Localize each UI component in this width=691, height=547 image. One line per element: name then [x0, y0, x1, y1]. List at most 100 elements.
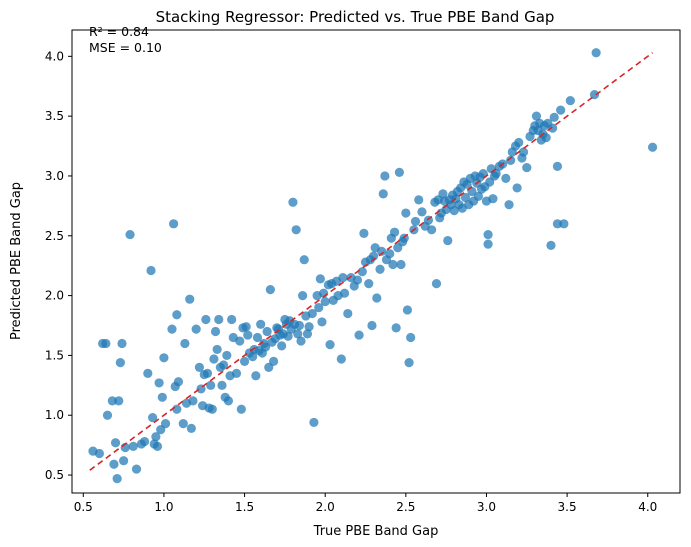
scatter-point-82 [262, 326, 272, 337]
scatter-point-239 [647, 142, 658, 152]
scatter-point-217 [522, 162, 532, 173]
scatter-point-132 [359, 228, 369, 238]
scatter-point-53 [210, 326, 221, 337]
x-tick-label: 3.5 [558, 500, 577, 514]
scatter-point-233 [552, 161, 563, 171]
scatter-point-55 [214, 314, 224, 325]
mse-annotation: MSE = 0.10 [89, 40, 162, 55]
scatter-point-54 [212, 344, 222, 355]
scatter-point-7 [110, 438, 121, 448]
scatter-point-162 [417, 207, 427, 217]
scatter-point-114 [317, 317, 327, 327]
scatter-point-73 [248, 352, 258, 362]
scatter-point-9 [114, 396, 124, 406]
scatter-point-234 [556, 105, 566, 115]
scatter-point-230 [547, 123, 558, 133]
scatter-point-31 [169, 219, 179, 229]
scatter-point-47 [201, 314, 211, 325]
scatter-point-174 [443, 235, 453, 246]
scatter-point-12 [119, 456, 129, 466]
scatter-point-8 [112, 474, 122, 484]
scatter-point-203 [488, 194, 498, 204]
scatter-point-156 [402, 305, 413, 315]
y-tick-label: 2.0 [45, 289, 64, 303]
scatter-point-86 [268, 356, 279, 366]
scatter-point-30 [167, 324, 177, 334]
y-tick-label: 1.5 [45, 348, 64, 362]
scatter-point-221 [531, 111, 542, 121]
scatter-point-70 [241, 322, 251, 332]
scatter-point-139 [372, 293, 382, 303]
scatter-point-52 [209, 354, 219, 364]
scatter-point-84 [265, 285, 275, 295]
scatter-point-123 [336, 354, 346, 364]
scatter-point-158 [406, 332, 416, 343]
scatter-point-216 [518, 147, 529, 157]
scatter-point-105 [299, 255, 309, 265]
scatter-point-109 [307, 308, 317, 319]
scatter-point-113 [315, 274, 325, 284]
x-tick-label: 1.0 [154, 500, 173, 514]
plot-frame [71, 29, 681, 494]
scatter-point-42 [191, 324, 201, 334]
scatter-point-23 [151, 432, 161, 442]
scatter-point-50 [206, 380, 216, 390]
scatter-point-57 [217, 380, 227, 390]
scatter-point-28 [159, 353, 169, 363]
y-tick-label: 4.0 [45, 49, 64, 63]
scatter-point-124 [338, 273, 348, 283]
scatter-point-210 [506, 155, 516, 166]
scatter-point-10 [115, 357, 125, 368]
scatter-point-48 [202, 368, 213, 378]
scatter-point-61 [223, 396, 234, 406]
scatter-point-40 [186, 423, 196, 433]
scatter-point-231 [549, 112, 559, 122]
scatter-point-165 [427, 225, 437, 235]
chart-title: Stacking Regressor: Predicted vs. True P… [156, 8, 555, 26]
scatter-point-149 [391, 323, 401, 333]
scatter-point-208 [501, 173, 511, 183]
scatter-point-232 [552, 219, 563, 229]
scatter-point-142 [378, 189, 388, 199]
scatter-point-129 [352, 275, 363, 285]
scatter-point-102 [294, 320, 304, 331]
scatter-point-145 [385, 249, 395, 259]
scatter-point-100 [291, 225, 301, 235]
scatter-point-137 [368, 251, 379, 261]
scatter-point-21 [148, 413, 158, 423]
scatter-point-66 [235, 336, 245, 346]
scatter-point-167 [431, 279, 442, 289]
scatter-point-213 [512, 183, 522, 193]
scatter-point-91 [277, 341, 287, 351]
scatter-point-95 [283, 331, 293, 341]
scatter-point-20 [146, 265, 156, 276]
scatter-point-3 [101, 338, 111, 349]
scatter-point-237 [589, 90, 600, 100]
scatter-point-25 [154, 378, 164, 388]
x-tick-label: 3.0 [477, 500, 496, 514]
scatter-point-235 [559, 219, 569, 229]
scatter-point-14 [125, 229, 135, 240]
scatter-point-238 [591, 48, 601, 58]
scatter-point-147 [388, 259, 398, 270]
scatter-point-134 [364, 279, 374, 289]
x-tick-label: 2.0 [316, 500, 335, 514]
scatter-point-199 [483, 239, 493, 249]
scatter-point-171 [438, 189, 448, 199]
scatter-point-141 [377, 246, 387, 256]
scatter-point-11 [117, 338, 127, 349]
x-tick-label: 1.5 [235, 500, 254, 514]
scatter-point-63 [227, 314, 237, 325]
scatter-point-35 [173, 377, 184, 387]
scatter-point-6 [109, 459, 119, 469]
scatter-point-108 [304, 322, 314, 332]
scatter-point-152 [396, 259, 406, 270]
scatter-point-18 [139, 436, 150, 447]
scatter-point-157 [404, 357, 414, 368]
scatter-point-118 [325, 340, 335, 350]
y-tick-label: 0.5 [45, 468, 64, 482]
scatter-point-24 [152, 441, 163, 451]
y-tick-label: 1.0 [45, 408, 64, 422]
scatter-point-140 [375, 264, 385, 274]
